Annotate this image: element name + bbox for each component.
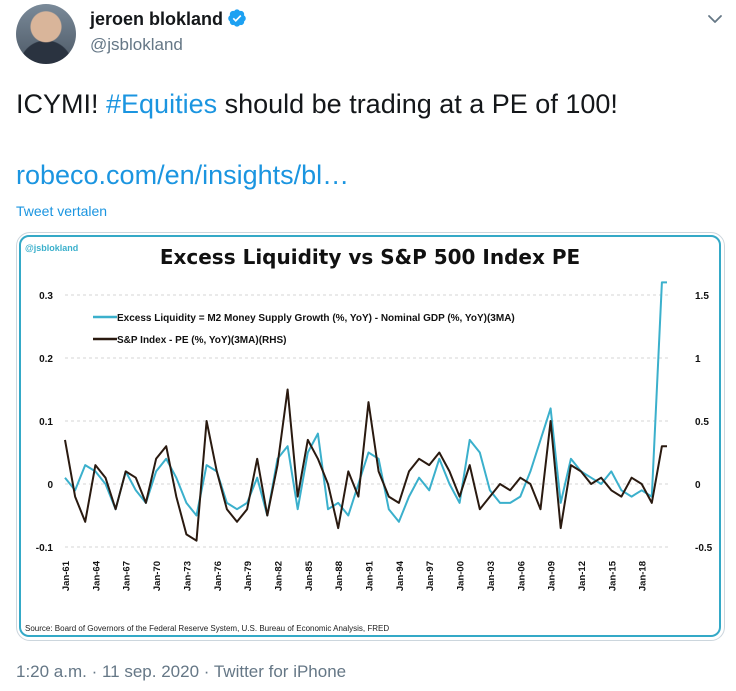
tweet-meta: 1:20 a.m. · 11 sep. 2020 · Twitter for i… xyxy=(16,662,346,682)
author-name[interactable]: jeroen blokland xyxy=(90,8,247,30)
tweet-text-suffix: should be trading at a PE of 100! xyxy=(217,89,618,119)
tweet-date[interactable]: 11 sep. 2020 xyxy=(101,662,200,681)
excess-liquidity-chart: @jsblokland Excess Liquidity vs S&P 500 I… xyxy=(25,243,713,633)
verified-badge-icon xyxy=(228,9,246,27)
author-handle[interactable]: @jsblokland xyxy=(90,35,183,54)
x-tick-label: Jan-15 xyxy=(607,560,618,591)
x-tick-label: Jan-03 xyxy=(486,561,497,591)
tweet-source-app[interactable]: Twitter for iPhone xyxy=(213,662,347,681)
y-right-tick-label: 0 xyxy=(695,480,701,491)
excess-liquidity-line xyxy=(64,281,667,523)
x-tick-label: Jan-70 xyxy=(152,561,163,591)
x-tick-label: Jan-76 xyxy=(213,561,224,591)
tweet-text: ICYMI! #Equities should be trading at a … xyxy=(16,86,618,122)
sp-pe-line xyxy=(64,388,667,542)
y-left-tick-label: 0.1 xyxy=(39,417,53,428)
chart-title: Excess Liquidity vs S&P 500 Index PE xyxy=(160,245,580,269)
legend-label: Excess Liquidity = M2 Money Supply Growt… xyxy=(117,313,515,324)
x-tick-label: Jan-64 xyxy=(91,560,102,591)
x-tick-label: Jan-67 xyxy=(122,561,133,591)
meta-separator: · xyxy=(199,662,214,681)
y-left-tick-label: 0 xyxy=(47,480,53,491)
legend-label: S&P Index - PE (%, YoY)(3MA)(RHS) xyxy=(117,335,286,346)
translate-tweet-link[interactable]: Tweet vertalen xyxy=(16,203,108,219)
article-link[interactable]: robeco.com/en/insights/bl… xyxy=(16,160,350,190)
y-right-tick-label: 1 xyxy=(695,354,701,365)
x-tick-label: Jan-88 xyxy=(334,561,345,591)
y-right-tick-label: 0.5 xyxy=(695,417,709,428)
y-right-tick-label: 1.5 xyxy=(695,291,709,302)
x-tick-label: Jan-06 xyxy=(516,561,527,591)
y-left-tick-label: 0.2 xyxy=(39,354,53,365)
x-tick-label: Jan-91 xyxy=(365,560,376,591)
chevron-down-icon[interactable] xyxy=(705,9,725,29)
x-tick-label: Jan-79 xyxy=(243,561,254,591)
x-tick-label: Jan-61 xyxy=(61,560,72,591)
hashtag-link[interactable]: #Equities xyxy=(106,89,218,119)
chart-source-note: Source: Board of Governors of the Federa… xyxy=(25,624,389,633)
x-tick-label: Jan-85 xyxy=(304,560,315,591)
y-left-tick-label: 0.3 xyxy=(39,291,53,302)
author-name-text[interactable]: jeroen blokland xyxy=(90,9,224,29)
tweet-media-image[interactable]: @jsblokland Excess Liquidity vs S&P 500 I… xyxy=(16,232,725,641)
y-left-tick-label: -0.1 xyxy=(36,543,54,554)
x-tick-label: Jan-12 xyxy=(577,561,588,591)
avatar[interactable] xyxy=(16,4,76,64)
tweet-text-prefix: ICYMI! xyxy=(16,89,107,119)
y-right-tick-label: -0.5 xyxy=(695,543,713,554)
x-tick-label: Jan-09 xyxy=(547,561,558,591)
chart-watermark: @jsblokland xyxy=(25,243,78,253)
x-tick-label: Jan-82 xyxy=(273,561,284,591)
x-tick-label: Jan-18 xyxy=(638,561,649,591)
x-tick-label: Jan-00 xyxy=(456,561,467,591)
x-tick-label: Jan-97 xyxy=(425,561,436,591)
chart-frame: @jsblokland Excess Liquidity vs S&P 500 I… xyxy=(19,235,721,637)
x-tick-label: Jan-73 xyxy=(182,561,193,591)
meta-separator: · xyxy=(86,662,102,681)
x-tick-label: Jan-94 xyxy=(395,560,406,591)
tweet-time[interactable]: 1:20 a.m. xyxy=(16,662,87,681)
